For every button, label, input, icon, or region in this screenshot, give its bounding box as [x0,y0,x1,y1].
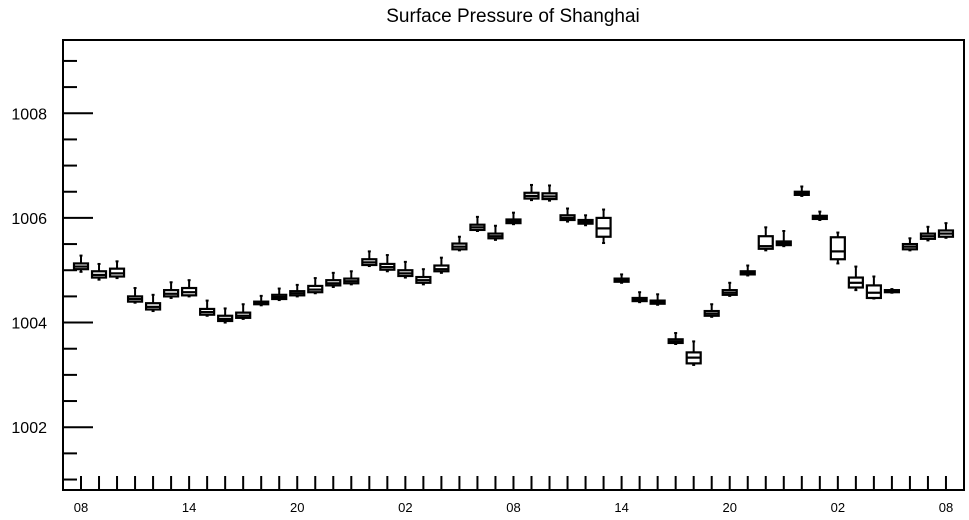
box-iqr [757,235,774,250]
box-38 [757,226,774,252]
box-iqr [829,236,846,261]
box-30 [613,273,630,284]
y-axis: 1002 1004 1006 1008 [11,59,93,481]
box-28 [577,214,594,227]
box-6 [181,279,198,298]
box-17 [379,254,396,273]
x-tick-label: 14 [614,500,628,515]
box-13 [307,277,324,295]
box-39 [775,229,792,248]
x-axis: 08 14 20 02 08 14 20 02 08 [74,476,953,515]
box-15 [343,270,360,286]
plot-frame [62,39,965,491]
chart-title: Surface Pressure of Shanghai [386,6,640,27]
box-10 [253,294,270,307]
box-12 [289,283,306,298]
y-tick-label: 1002 [11,420,47,437]
box-0 [72,254,90,273]
box-9 [235,303,252,320]
x-tick-label: 14 [182,500,196,515]
x-tick-label: 08 [506,500,520,515]
box-series [72,183,955,366]
box-40 [793,185,810,197]
box-36 [721,281,738,297]
box-43 [847,265,864,292]
box-42 [829,231,846,265]
box-19 [415,268,432,286]
x-tick-label: 02 [398,500,412,515]
box-21 [451,235,468,252]
box-22 [469,215,486,232]
box-11 [271,287,288,302]
x-tick-label: 08 [74,500,88,515]
box-14 [325,271,342,288]
box-4 [144,293,162,313]
box-16 [361,250,378,268]
box-29 [595,208,612,245]
box-2 [108,260,126,280]
box-45 [883,288,901,294]
box-37 [739,264,756,277]
x-tick-label: 08 [939,500,953,515]
box-31 [631,291,648,304]
box-48 [937,222,955,239]
x-tick-label: 02 [831,500,845,515]
box-1 [90,262,108,281]
x-tick-label: 20 [290,500,304,515]
box-46 [901,237,919,252]
box-47 [919,225,937,242]
box-33 [667,332,684,346]
x-tick-label: 20 [722,500,736,515]
box-18 [397,260,414,279]
box-8 [217,307,234,324]
box-27 [559,207,576,223]
y-tick-label: 1006 [11,211,47,228]
box-26 [541,184,558,202]
y-tick-label: 1008 [11,106,47,123]
box-5 [163,281,180,299]
box-3 [126,287,144,304]
box-20 [433,256,450,274]
box-35 [703,303,720,318]
y-tick-label: 1004 [11,316,47,333]
box-44 [865,275,882,300]
box-7 [199,299,216,317]
box-24 [505,211,522,226]
box-25 [523,183,540,202]
box-23 [487,224,504,241]
box-34 [685,340,702,366]
box-41 [811,210,828,221]
box-32 [649,293,666,306]
